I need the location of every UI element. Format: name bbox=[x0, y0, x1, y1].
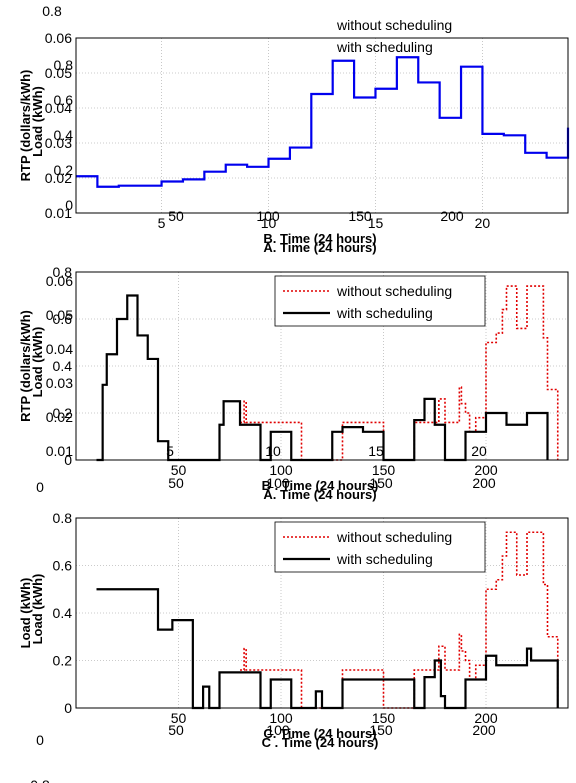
y-tick-label: 0.06 bbox=[45, 30, 72, 46]
overlay-y-tick-label: 0.2 bbox=[54, 162, 74, 178]
legend-box bbox=[274, 521, 486, 573]
overlay-x-tick-label: 10 bbox=[265, 443, 281, 459]
overlay-y-tick-label: 0.03 bbox=[46, 375, 73, 391]
overlay-y-tick-label: 0.02 bbox=[46, 409, 73, 425]
overlay-x-tick-label: 50 bbox=[168, 475, 184, 491]
y-axis-label-overlay: Load (kWh) bbox=[30, 574, 45, 645]
x-tick-label: 150 bbox=[372, 462, 396, 478]
y-tick-label: 0 bbox=[64, 452, 72, 468]
x-axis-label: C . Time (24 hours) bbox=[262, 735, 379, 750]
y-axis-label: RTP (dollars/kWh) bbox=[18, 70, 33, 182]
series-line bbox=[96, 588, 559, 710]
x-tick-label: 20 bbox=[475, 215, 491, 231]
legend-entry-label: without scheduling bbox=[336, 529, 452, 545]
overlay-x-tick-label: 150 bbox=[369, 475, 393, 491]
overlay-x-tick-label: 150 bbox=[348, 208, 372, 224]
stray-tick-label: 0.8 bbox=[42, 3, 62, 19]
overlay-y-tick-label: 0.8 bbox=[54, 57, 74, 73]
legend-entry-label: without scheduling bbox=[336, 17, 452, 33]
overlay-x-tick-label: 100 bbox=[266, 475, 290, 491]
plot-frame bbox=[75, 271, 569, 461]
overlay-x-tick-label: 200 bbox=[472, 475, 496, 491]
x-axis-label-overlay: C. Time (24 hours) bbox=[263, 726, 376, 741]
y-tick-label: 0 bbox=[64, 700, 72, 716]
overlay-y-tick-label: 0 bbox=[65, 197, 73, 213]
y-tick-label: 0.8 bbox=[53, 264, 73, 280]
legend-entry-label: with scheduling bbox=[336, 39, 433, 55]
legend-entry-label: without scheduling bbox=[336, 283, 452, 299]
y-tick-label: 0.02 bbox=[45, 170, 72, 186]
x-tick-label: 10 bbox=[261, 215, 277, 231]
overlay-x-tick-label: 20 bbox=[471, 443, 487, 459]
overlay-x-tick-label: 50 bbox=[168, 722, 184, 738]
plot-frame bbox=[75, 517, 569, 709]
x-tick-label: 15 bbox=[368, 215, 384, 231]
overlay-y-tick-label: 0.6 bbox=[54, 92, 74, 108]
y-tick-label: 0.03 bbox=[45, 135, 72, 151]
series-line bbox=[76, 56, 570, 188]
overlay-x-tick-label: 15 bbox=[368, 443, 384, 459]
x-axis-label: A. Time (24 hours) bbox=[263, 487, 376, 502]
x-axis-label-overlay: B. Time (24 hours) bbox=[263, 231, 376, 246]
overlay-y-tick-label: 0 bbox=[36, 479, 44, 495]
y-axis-label-overlay: Load (kWh) bbox=[30, 86, 45, 157]
plot-area-A bbox=[76, 38, 568, 213]
x-tick-label: 100 bbox=[269, 710, 293, 726]
overlay-y-tick-label: 0.01 bbox=[46, 443, 73, 459]
x-axis-label-overlay: B . Time (24 hours) bbox=[262, 478, 379, 493]
x-tick-label: 200 bbox=[474, 710, 498, 726]
plot-frame bbox=[75, 37, 569, 214]
overlay-x-tick-label: 50 bbox=[168, 208, 184, 224]
x-tick-label: 5 bbox=[158, 215, 166, 231]
overlay-y-tick-label: 0.05 bbox=[46, 307, 73, 323]
x-tick-label: 50 bbox=[171, 462, 187, 478]
legend-box bbox=[274, 275, 486, 327]
y-tick-label: 0.6 bbox=[53, 311, 73, 327]
y-tick-label: 0.6 bbox=[53, 558, 73, 574]
y-tick-label: 0.05 bbox=[45, 65, 72, 81]
overlay-y-tick-label: 0.4 bbox=[54, 127, 74, 143]
y-tick-label: 0.2 bbox=[53, 405, 73, 421]
overlay-x-tick-label: 5 bbox=[166, 443, 174, 459]
overlay-x-tick-label: 100 bbox=[266, 722, 290, 738]
legend-entry-label: with scheduling bbox=[336, 305, 433, 321]
y-tick-label: 0.4 bbox=[53, 358, 73, 374]
x-tick-label: 100 bbox=[269, 462, 293, 478]
y-tick-label: 0.4 bbox=[53, 605, 73, 621]
overlay-y-tick-label: 0 bbox=[36, 732, 44, 748]
y-tick-label: 0.01 bbox=[45, 205, 72, 221]
x-tick-label: 150 bbox=[372, 710, 396, 726]
series-line bbox=[240, 531, 559, 709]
overlay-y-tick-label: 0.04 bbox=[46, 341, 73, 357]
y-tick-label: 0.2 bbox=[53, 653, 73, 669]
overlay-y-tick-label: 0.06 bbox=[46, 273, 73, 289]
overlay-x-tick-label: 200 bbox=[472, 722, 496, 738]
overlay-x-tick-label: 150 bbox=[369, 722, 393, 738]
stray-tick-label: 0.8 bbox=[30, 777, 50, 783]
x-tick-label: 50 bbox=[171, 710, 187, 726]
y-tick-label: 0.04 bbox=[45, 100, 72, 116]
x-axis-label: A. Time (24 hours) bbox=[263, 240, 376, 255]
y-axis-label: RTP (dollars/kWh) bbox=[18, 310, 33, 422]
x-tick-label: 200 bbox=[474, 462, 498, 478]
y-axis-label-overlay: Load (kWh) bbox=[30, 327, 45, 398]
overlay-x-tick-label: 200 bbox=[440, 208, 464, 224]
overlay-x-tick-label: 100 bbox=[256, 208, 280, 224]
y-tick-label: 0.8 bbox=[53, 510, 73, 526]
y-axis-label: Load (kWh) bbox=[18, 578, 33, 649]
legend-entry-label: with scheduling bbox=[336, 551, 433, 567]
